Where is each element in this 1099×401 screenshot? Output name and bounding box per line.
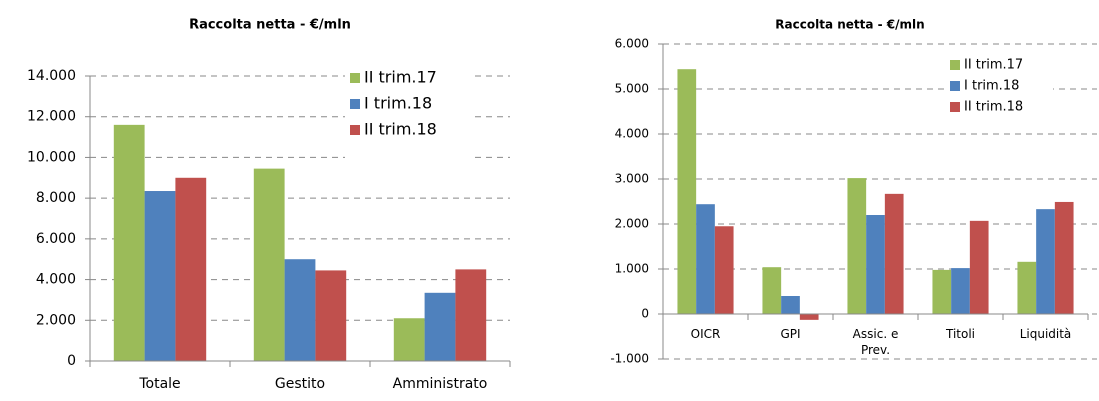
legend-box (945, 55, 1053, 129)
bar (393, 318, 425, 361)
legend-label: II trim.17 (964, 58, 1023, 73)
x-tick-label: Titoli (945, 327, 975, 341)
x-tick-label: Amministrato (392, 376, 488, 392)
bar (762, 267, 782, 314)
bar (847, 178, 867, 314)
bar (884, 193, 904, 314)
legend-swatch (350, 73, 360, 83)
y-tick-label: 3.000 (615, 172, 649, 186)
x-tick-label: Gestito (274, 376, 326, 392)
y-tick-label: 14.000 (27, 68, 76, 84)
y-tick-label: 2.000 (36, 312, 76, 328)
bar (424, 292, 456, 361)
bar (781, 296, 800, 314)
bar (969, 220, 989, 314)
legend-box (345, 68, 475, 164)
x-tick-label: GPI (780, 327, 801, 341)
bar (1017, 261, 1037, 314)
bar (1036, 209, 1055, 314)
y-tick-label: 12.000 (27, 109, 76, 125)
y-tick-label: 2.000 (615, 217, 649, 231)
y-tick-label: 6.000 (615, 37, 649, 51)
chart-title: Raccolta netta - €/mln (189, 18, 351, 33)
y-tick-label: 5.000 (615, 82, 649, 96)
legend-swatch (950, 102, 960, 112)
legend-label: II trim.18 (964, 100, 1023, 115)
y-tick-label: 0 (641, 307, 649, 321)
x-tick-label: Liquidità (1019, 327, 1072, 341)
legend-swatch (950, 81, 960, 91)
y-tick-label: 0 (67, 353, 76, 369)
bar (866, 215, 885, 314)
bar (1054, 201, 1074, 314)
y-tick-label: 6.000 (36, 231, 76, 247)
bar (951, 268, 970, 314)
bar (714, 226, 734, 314)
bar (799, 314, 819, 320)
y-tick-label: 4.000 (615, 127, 649, 141)
y-tick-label: -1.000 (610, 352, 649, 366)
legend-swatch (950, 60, 960, 70)
y-tick-label: 10.000 (27, 149, 76, 165)
x-tick-label: Totale (139, 376, 181, 392)
legend-label: I trim.18 (364, 94, 432, 113)
bar (284, 259, 316, 361)
legend-swatch (350, 99, 360, 109)
y-tick-label: 8.000 (36, 190, 76, 206)
legend-swatch (350, 125, 360, 135)
legend-label: II trim.18 (364, 120, 437, 139)
chart-title: Raccolta netta - €/mln (775, 18, 924, 32)
legend-label: II trim.17 (364, 68, 437, 87)
bar (253, 168, 285, 361)
bar (677, 69, 697, 314)
bar (175, 177, 207, 361)
legend-label: I trim.18 (964, 79, 1019, 94)
x-tick-label: Assic. e Prev. (852, 327, 899, 357)
bar (315, 270, 347, 361)
x-tick-label: OICR (690, 327, 721, 341)
bar (696, 204, 715, 314)
bar (932, 269, 952, 314)
y-tick-label: 4.000 (36, 272, 76, 288)
bar (113, 124, 145, 361)
bar (455, 269, 487, 361)
bar (144, 191, 176, 361)
y-tick-label: 1.000 (615, 262, 649, 276)
